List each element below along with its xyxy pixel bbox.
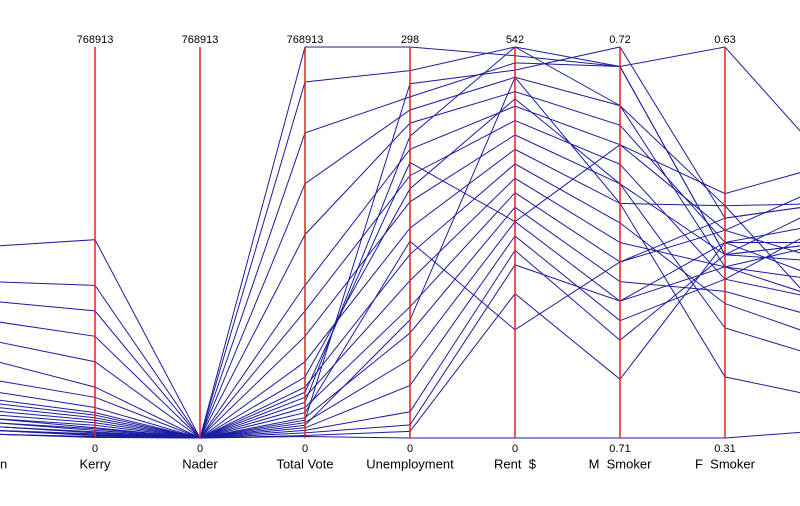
- axis-name: n: [0, 456, 7, 471]
- axis-max-label: 298: [401, 34, 419, 46]
- axis-min-label: 0: [92, 443, 98, 455]
- axis-max-label: 768913: [182, 34, 219, 46]
- axis-name: Rent $: [494, 456, 537, 471]
- axis-min-label: 0: [407, 443, 413, 455]
- axis-name: Kerry: [79, 456, 111, 471]
- axis-min-label: 0: [302, 443, 308, 455]
- data-line: [0, 207, 800, 439]
- data-line: [0, 91, 800, 439]
- axis-min-label: 0: [512, 443, 518, 455]
- axis-name: Nader: [182, 456, 218, 471]
- axis-max-label: 768913: [77, 34, 114, 46]
- data-line: [0, 105, 800, 439]
- axis-name: F Smoker: [695, 456, 756, 471]
- data-line: [0, 249, 800, 439]
- data-line: [0, 192, 800, 439]
- axis-max-label: 0.63: [714, 34, 735, 46]
- axis-max-label: 542: [506, 34, 524, 46]
- axis-max-label: 768913: [287, 34, 324, 46]
- data-line: [0, 120, 800, 439]
- data-line: [0, 242, 800, 439]
- lines: [0, 46, 800, 440]
- axis-min-label: 0: [197, 443, 203, 455]
- axis-name: Unemployment: [366, 456, 454, 471]
- axis-min-label: 0.31: [714, 443, 735, 455]
- data-line: [0, 62, 800, 440]
- axis-min-label: 0.71: [609, 443, 630, 455]
- axis-name: M Smoker: [589, 456, 653, 471]
- axis-name: Total Vote: [276, 456, 333, 471]
- axis-max-label: 0.72: [609, 34, 630, 46]
